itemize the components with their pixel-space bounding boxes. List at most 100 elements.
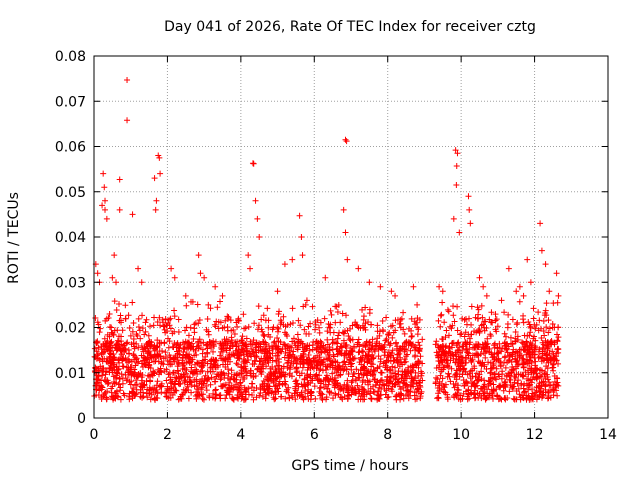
data-point-background: [330, 351, 337, 358]
data-point-background: [289, 305, 296, 312]
data-point-background: [158, 358, 165, 365]
data-point-background: [264, 386, 271, 393]
data-point-background: [233, 360, 240, 367]
data-point-background: [545, 389, 552, 396]
data-point-background: [129, 395, 136, 402]
data-point-background: [493, 376, 500, 383]
data-point-background: [271, 338, 278, 345]
data-point-background: [471, 379, 478, 386]
data-point-background: [130, 336, 137, 343]
data-point-background: [102, 317, 109, 324]
data-point-background: [337, 371, 344, 378]
data-point-background: [120, 355, 127, 362]
data-point-background: [343, 366, 350, 373]
data-point-background: [227, 317, 234, 324]
data-point-background: [274, 385, 281, 392]
data-point: [303, 297, 310, 304]
data-point-background: [182, 327, 189, 334]
data-point: [388, 288, 395, 295]
data-point-background: [158, 380, 165, 387]
data-point-background: [106, 323, 113, 330]
data-point-background: [175, 396, 182, 403]
data-point-background: [122, 315, 129, 322]
data-point-background: [478, 362, 485, 369]
data-point-background: [241, 375, 248, 382]
data-point-background: [405, 364, 412, 371]
data-point-background: [501, 354, 508, 361]
data-point-background: [483, 348, 490, 355]
data-point-background: [442, 381, 449, 388]
x-tick-label: 2: [163, 427, 172, 443]
data-point-background: [161, 339, 168, 346]
data-point-background: [459, 354, 466, 361]
data-point-background: [191, 361, 198, 368]
data-point-background: [359, 393, 366, 400]
data-point: [467, 220, 474, 227]
data-point-background: [323, 366, 330, 373]
data-point-background: [408, 315, 415, 322]
data-point-background: [485, 392, 492, 399]
data-point-background: [328, 311, 335, 318]
data-point-background: [452, 359, 459, 366]
data-point-background: [355, 396, 362, 403]
data-point-background: [537, 366, 544, 373]
data-point-background: [530, 373, 537, 380]
data-point-background: [247, 367, 254, 374]
data-point-background: [530, 396, 537, 403]
data-point-background: [166, 361, 173, 368]
data-point-background: [215, 325, 222, 332]
data-point-background: [305, 351, 312, 358]
data-point: [250, 160, 257, 167]
data-point-background: [118, 371, 125, 378]
data-point-background: [418, 370, 425, 377]
data-point: [453, 181, 460, 188]
data-point-background: [551, 356, 558, 363]
data-point-background: [272, 369, 279, 376]
data-point: [109, 274, 116, 281]
data-point-background: [512, 363, 519, 370]
data-point-background: [514, 319, 521, 326]
data-point-background: [371, 367, 378, 374]
data-point-background: [433, 338, 440, 345]
data-point-background: [270, 376, 277, 383]
data-point-background: [385, 339, 392, 346]
data-point-background: [464, 349, 471, 356]
data-point-background: [385, 349, 392, 356]
data-point-background: [132, 382, 139, 389]
data-point-background: [102, 346, 109, 353]
plot-frame: [93, 55, 609, 419]
data-point-background: [518, 380, 525, 387]
data-point: [546, 288, 553, 295]
data-point-background: [545, 376, 552, 383]
data-point-background: [364, 369, 371, 376]
data-point-background: [393, 356, 400, 363]
data-point-background: [403, 381, 410, 388]
data-point-background: [543, 371, 550, 378]
data-point-background: [174, 363, 181, 370]
data-point-background: [163, 366, 170, 373]
data-point-background: [416, 316, 423, 323]
data-point-background: [521, 347, 528, 354]
data-point: [168, 265, 175, 272]
data-point-background: [167, 325, 174, 332]
data-point-background: [239, 333, 246, 340]
data-point-background: [117, 384, 124, 391]
data-point: [289, 256, 296, 263]
data-point-background: [166, 338, 173, 345]
data-point-background: [135, 324, 142, 331]
data-point-background: [269, 357, 276, 364]
data-point-background: [275, 349, 282, 356]
data-point-background: [546, 325, 553, 332]
data-point-background: [348, 348, 355, 355]
data-point-background: [191, 321, 198, 328]
data-point-background: [262, 353, 269, 360]
data-point-background: [200, 391, 207, 398]
data-point: [476, 274, 483, 281]
data-point-background: [463, 378, 470, 385]
data-point-background: [545, 343, 552, 350]
data-point-background: [490, 395, 497, 402]
data-point-background: [361, 387, 368, 394]
data-point-background: [197, 386, 204, 393]
data-point-background: [282, 395, 289, 402]
data-point-background: [354, 339, 361, 346]
